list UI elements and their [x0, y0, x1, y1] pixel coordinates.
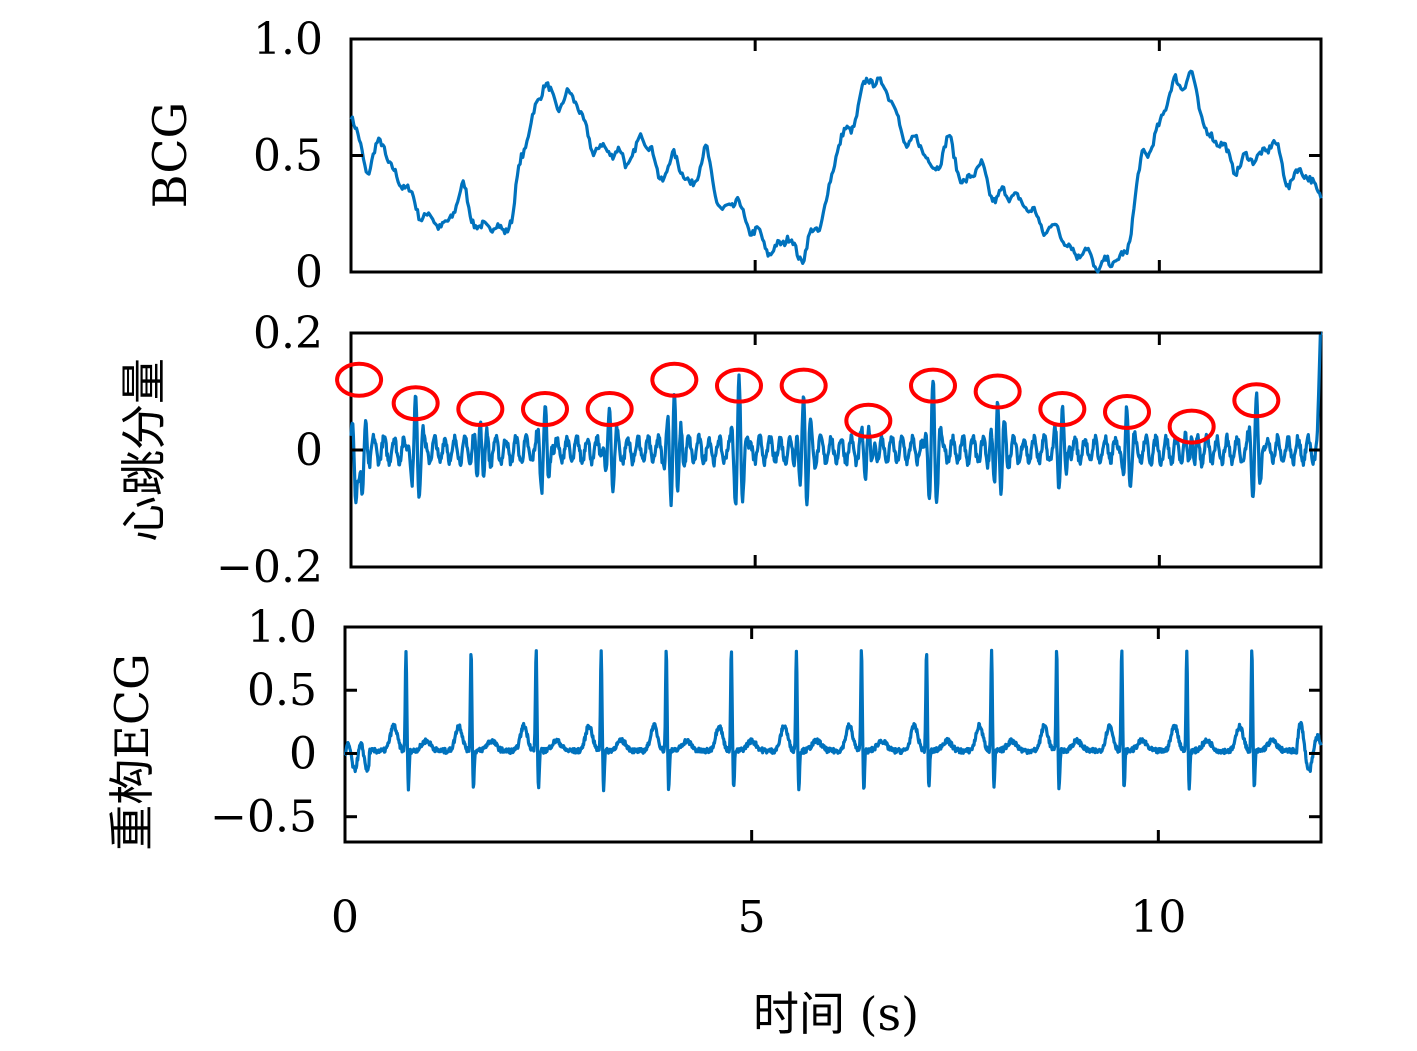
ecg-axes-frame — [343, 625, 1323, 844]
x-axis-label: 时间 (s) — [753, 987, 919, 1041]
peak-marker — [391, 385, 440, 422]
peak-marker — [1038, 391, 1087, 428]
bcg-panel: 0 0.5 1.0 BCG — [143, 14, 1323, 298]
heartbeat-series-line — [349, 331, 1323, 508]
ecg-ytick-label: 0 — [289, 728, 317, 779]
peak-marker — [1103, 393, 1151, 430]
ecg-ytick-label: −0.5 — [210, 792, 317, 843]
ecg-panel: −0.5 0 0.5 1.0 重构ECG — [105, 602, 1323, 851]
peak-marker — [844, 402, 893, 439]
bcg-ytick-label: 1.0 — [253, 14, 323, 65]
x-tick-label: 5 — [738, 892, 766, 943]
heartbeat-ytick-label: −0.2 — [216, 542, 323, 593]
bcg-series-line — [349, 69, 1323, 274]
peak-marker — [521, 391, 569, 428]
peak-marker — [1167, 408, 1216, 445]
bcg-ylabel: BCG — [143, 102, 197, 209]
peak-marker — [650, 361, 699, 398]
ecg-series-line — [343, 648, 1323, 793]
peak-marker — [1232, 382, 1281, 419]
peak-marker — [456, 391, 505, 428]
peak-marker — [779, 367, 828, 404]
peak-marker — [585, 391, 634, 428]
peak-marker — [335, 361, 384, 398]
bcg-ytick-label: 0.5 — [253, 131, 323, 182]
peak-marker — [909, 367, 957, 404]
heartbeat-panel: −0.2 0 0.2 心跳分量 — [117, 308, 1323, 593]
bcg-ytick-label: 0 — [295, 247, 323, 298]
heartbeat-axes-frame — [349, 331, 1323, 569]
ecg-ylabel: 重构ECG — [105, 653, 159, 851]
heartbeat-ylabel: 心跳分量 — [117, 358, 171, 542]
x-tick-label: 10 — [1130, 892, 1186, 943]
x-tick-label: 0 — [331, 892, 359, 943]
ecg-ytick-label: 1.0 — [247, 602, 317, 653]
peak-marker — [715, 367, 763, 404]
peak-marker — [973, 373, 1022, 410]
heartbeat-ytick-label: 0 — [295, 425, 323, 476]
ecg-ytick-label: 0.5 — [247, 665, 317, 716]
heartbeat-ytick-label: 0.2 — [253, 308, 323, 359]
